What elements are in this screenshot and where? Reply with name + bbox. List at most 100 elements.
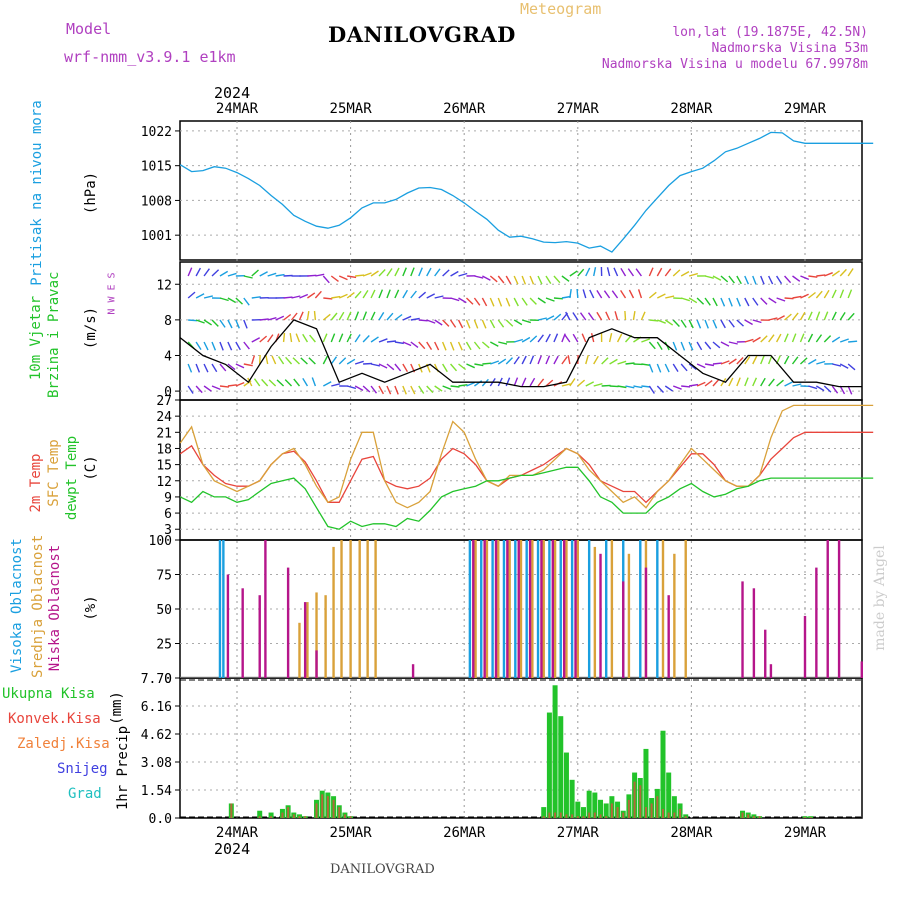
wind-barb: [251, 296, 261, 299]
precip-conv-bar: [326, 796, 329, 818]
wind-barb: [648, 267, 654, 277]
wind-barb: [219, 341, 224, 351]
day-label-top: 24MAR: [216, 101, 259, 117]
wind-barb: [295, 333, 301, 343]
precip-conv-bar: [809, 817, 812, 818]
wind-barb: [815, 334, 823, 343]
wind-barb: [648, 363, 654, 373]
y-tick-label-3: 25: [156, 638, 172, 653]
wind-barb: [346, 358, 356, 365]
wind-barb: [243, 319, 248, 329]
wind-barb: [497, 275, 505, 284]
cloud-low-bar: [551, 540, 555, 678]
wind-barb: [410, 290, 417, 299]
wind-barb: [473, 297, 481, 306]
subtitle: Meteogram: [520, 0, 602, 18]
wind-barb: [823, 289, 830, 299]
y-tick-label-3: 100: [149, 534, 172, 549]
wind-barb: [696, 319, 702, 329]
wind-barb: [783, 333, 789, 343]
panel-frame-1: [179, 261, 863, 401]
cloud-mid-bar: [298, 622, 301, 678]
wind-barb: [832, 363, 842, 367]
wind-barb: [624, 310, 627, 321]
precip-total-bar: [575, 801, 581, 818]
wind-barb: [561, 383, 571, 387]
wind-barb: [513, 297, 519, 307]
wind-barb: [760, 377, 766, 387]
precip-total-bar: [592, 792, 598, 818]
wind-barb: [386, 385, 392, 395]
wind-barb: [338, 275, 348, 281]
wind-compass: N W E S: [106, 272, 118, 315]
wind-barb: [808, 358, 817, 365]
wind-barb: [284, 379, 293, 387]
wind-barb: [564, 334, 571, 343]
wind-barb: [330, 333, 336, 343]
precip-total-bar: [660, 730, 666, 818]
precip-conv-bar: [287, 807, 290, 818]
wind-barb: [370, 270, 379, 277]
wind-barb: [736, 275, 742, 285]
precip-total-bar: [558, 716, 564, 818]
wind-barb: [589, 289, 595, 299]
wind-barb: [784, 313, 792, 321]
y-tick-label-1: 8: [164, 314, 172, 329]
wind-barb: [760, 335, 768, 343]
wind-barb: [466, 381, 476, 387]
wind-barb: [394, 341, 404, 345]
wind-barb: [752, 275, 757, 285]
wind-barb: [752, 336, 761, 343]
wind-barb: [330, 312, 338, 321]
wind-barb: [394, 385, 399, 395]
cloud-low-bar: [540, 540, 543, 678]
wind-barb: [235, 319, 240, 329]
wind-barb: [251, 269, 259, 277]
wind-barb: [613, 267, 619, 277]
wind-barb: [784, 297, 794, 300]
wind-barb: [211, 363, 218, 373]
wind-barb: [752, 297, 759, 306]
cloud-low-bar: [315, 650, 318, 678]
y-tick-label-0: 1001: [141, 229, 172, 244]
wind-barb: [267, 317, 277, 321]
wind-barb: [831, 311, 837, 321]
wind-barb: [307, 292, 316, 299]
wind-barb: [603, 290, 611, 299]
wind-barb: [465, 297, 474, 305]
wind-barb: [831, 336, 841, 343]
precip-conv-bar: [304, 816, 307, 818]
wind-barb: [402, 363, 409, 373]
precip-conv-bar: [321, 794, 324, 818]
wind-barb: [808, 385, 818, 390]
wind-barb: [187, 363, 193, 373]
wind-barb: [696, 341, 703, 351]
wind-barb: [195, 363, 201, 373]
cloud-high-bar: [536, 540, 540, 678]
wind-barb: [346, 292, 355, 299]
wind-barb: [585, 381, 595, 387]
wind-barb: [458, 384, 468, 387]
wind-barb: [187, 385, 194, 394]
wind-barb: [402, 385, 407, 395]
cloud-mid-bar: [627, 553, 631, 678]
wind-barb: [289, 332, 293, 343]
wind-barb: [815, 290, 823, 299]
wind-barb: [306, 310, 310, 321]
cloud-low-bar: [826, 540, 829, 678]
wind-barb: [302, 377, 309, 387]
day-label-bottom: 28MAR: [670, 825, 713, 841]
wind-barb: [641, 385, 651, 388]
wind-barb: [728, 377, 734, 387]
precip-conv-bar: [315, 803, 318, 818]
wind-barb: [648, 341, 656, 350]
wind-barb: [553, 355, 559, 365]
wind-barb: [569, 288, 572, 299]
wind-barb: [632, 310, 636, 321]
wind-barb: [831, 270, 841, 277]
wind-barb: [442, 269, 450, 277]
wind-barb: [720, 275, 729, 283]
wind-barb: [426, 341, 433, 350]
cloud-low-bar: [472, 540, 475, 678]
